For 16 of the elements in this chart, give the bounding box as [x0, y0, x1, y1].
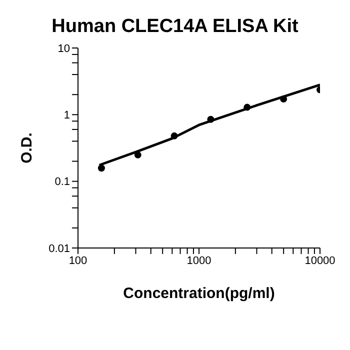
y-tick-label: 0.01 [48, 242, 70, 255]
x-tick-label: 100 [68, 254, 88, 267]
y-axis-title: O.D. [18, 132, 36, 164]
point [134, 151, 142, 158]
point [244, 104, 251, 111]
y-tick-label: 0.1 [54, 176, 70, 188]
y-tick-label: 1 [64, 110, 70, 122]
chart-title: Human CLEC14A ELISA Kit [50, 16, 300, 38]
x-tick-label: 10000 [304, 254, 336, 267]
x-tick-label: 1000 [186, 254, 212, 267]
point [98, 164, 105, 172]
point [280, 95, 288, 102]
y-tick-label: 10 [58, 42, 70, 55]
point [207, 116, 214, 123]
x-axis-title: Concentration(pg/ml) [123, 285, 275, 302]
point [170, 132, 178, 140]
